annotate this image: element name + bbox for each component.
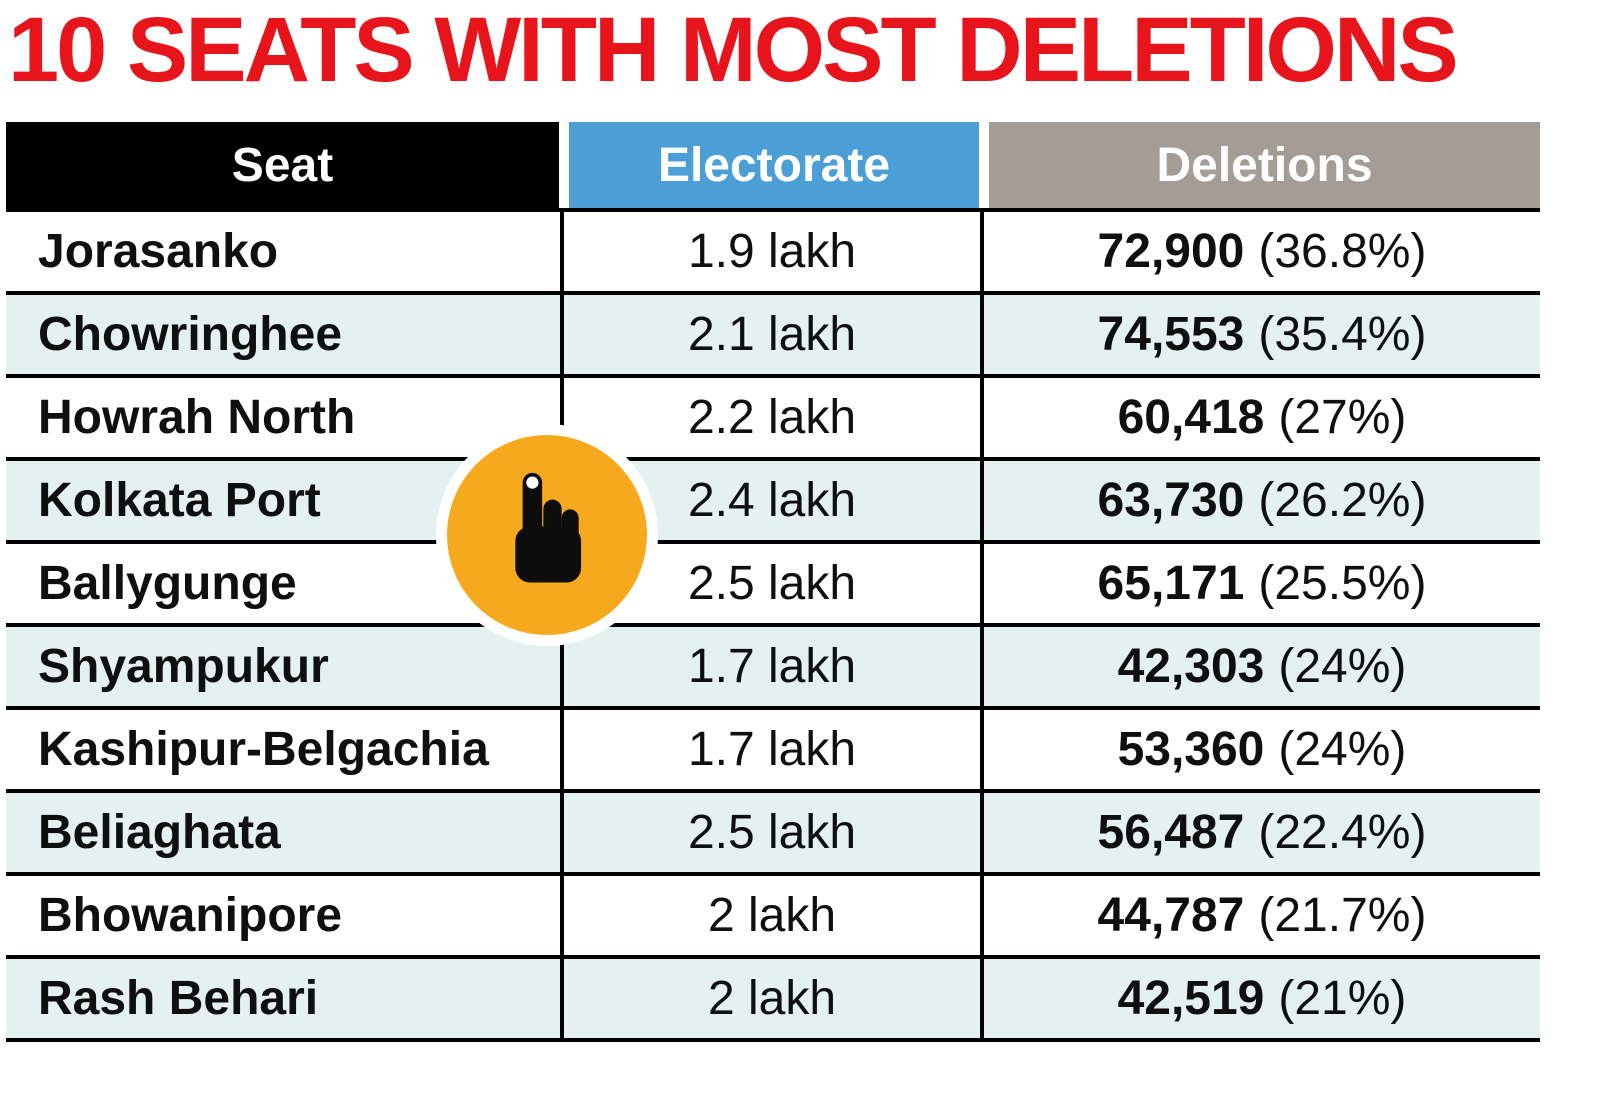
electorate-cell: 2.5 lakh xyxy=(564,793,984,872)
column-header-seat-cell: Seat xyxy=(6,122,564,208)
seat-cell: Chowringhee xyxy=(6,295,564,374)
pointing-hand-icon xyxy=(515,472,582,583)
deletions-pct: (35.4%) xyxy=(1258,308,1427,361)
electorate-cell: 2.4 lakh xyxy=(564,461,984,540)
deletions-pct: (24%) xyxy=(1278,640,1407,693)
deletions-value: 72,900 xyxy=(1097,225,1245,278)
table-row: Shyampukur 1.7 lakh 42,303 (24%) xyxy=(6,623,1540,706)
deletions-value: 44,787 xyxy=(1097,889,1245,942)
deletions-value: 60,418 xyxy=(1117,391,1265,444)
seat-cell: Shyampukur xyxy=(6,627,564,706)
electorate-cell: 2 lakh xyxy=(564,959,984,1038)
deletions-value: 56,487 xyxy=(1097,806,1245,859)
electorate-cell: 2.1 lakh xyxy=(564,295,984,374)
column-header-seat: Seat xyxy=(6,122,559,208)
column-header-electorate: Electorate xyxy=(569,122,979,208)
deletions-pct: (26.2%) xyxy=(1258,474,1427,527)
table-row: Rash Behari 2 lakh 42,519 (21%) xyxy=(6,955,1540,1038)
electorate-cell: 2.5 lakh xyxy=(564,544,984,623)
deletions-pct: (21.7%) xyxy=(1258,889,1427,942)
deletions-value: 42,519 xyxy=(1117,972,1265,1025)
seat-cell: Howrah North xyxy=(6,378,564,457)
deletions-cell: 65,171 (25.5%) xyxy=(984,544,1540,623)
deletions-value: 65,171 xyxy=(1097,557,1245,610)
deletions-cell: 60,418 (27%) xyxy=(984,378,1540,457)
table-row: Chowringhee 2.1 lakh 74,553 (35.4%) xyxy=(6,291,1540,374)
seat-cell: Kashipur-Belgachia xyxy=(6,710,564,789)
table-body: Jorasanko 1.9 lakh 72,900 (36.8%) Chowringhe… xyxy=(6,208,1540,1038)
deletions-pct: (36.8%) xyxy=(1258,225,1427,278)
deletions-cell: 42,519 (21%) xyxy=(984,959,1540,1038)
table-header: Seat Electorate Deletions xyxy=(6,122,1540,208)
seat-cell: Jorasanko xyxy=(6,212,564,291)
deletions-cell: 53,360 (24%) xyxy=(984,710,1540,789)
seat-cell: Bhowanipore xyxy=(6,876,564,955)
table-row: Jorasanko 1.9 lakh 72,900 (36.8%) xyxy=(6,208,1540,291)
deletions-cell: 44,787 (21.7%) xyxy=(984,876,1540,955)
deletions-pct: (27%) xyxy=(1278,391,1407,444)
deletions-value: 42,303 xyxy=(1117,640,1265,693)
voting-hand-badge xyxy=(436,424,658,646)
table-row: Beliaghata 2.5 lakh 56,487 (22.4%) xyxy=(6,789,1540,872)
deletions-pct: (22.4%) xyxy=(1258,806,1427,859)
deletions-cell: 42,303 (24%) xyxy=(984,627,1540,706)
table-row: Bhowanipore 2 lakh 44,787 (21.7%) xyxy=(6,872,1540,955)
table-row: Howrah North 2.2 lakh 60,418 (27%) xyxy=(6,374,1540,457)
column-header-deletions: Deletions xyxy=(989,122,1540,208)
deletions-cell: 72,900 (36.8%) xyxy=(984,212,1540,291)
electorate-cell: 1.7 lakh xyxy=(564,627,984,706)
deletions-cell: 56,487 (22.4%) xyxy=(984,793,1540,872)
electorate-cell: 1.9 lakh xyxy=(564,212,984,291)
deletions-value: 63,730 xyxy=(1097,474,1245,527)
deletions-cell: 63,730 (26.2%) xyxy=(984,461,1540,540)
table-row: Kolkata Port 2.4 lakh 63,730 (26.2%) xyxy=(6,457,1540,540)
electorate-cell: 2 lakh xyxy=(564,876,984,955)
table-row: Kashipur-Belgachia 1.7 lakh 53,360 (24%) xyxy=(6,706,1540,789)
deletions-value: 74,553 xyxy=(1097,308,1245,361)
seat-cell: Beliaghata xyxy=(6,793,564,872)
seat-cell: Kolkata Port xyxy=(6,461,564,540)
page-title: 10 SEATS WITH MOST DELETIONS xyxy=(8,0,1459,101)
deletions-pct: (21%) xyxy=(1278,972,1407,1025)
table-row: Ballygunge 2.5 lakh 65,171 (25.5%) xyxy=(6,540,1540,623)
column-header-electorate-cell: Electorate xyxy=(564,122,984,208)
electorate-cell: 1.7 lakh xyxy=(564,710,984,789)
deletions-pct: (25.5%) xyxy=(1258,557,1427,610)
deletions-pct: (24%) xyxy=(1278,723,1407,776)
column-header-deletions-cell: Deletions xyxy=(984,122,1540,208)
deletions-cell: 74,553 (35.4%) xyxy=(984,295,1540,374)
deletions-value: 53,360 xyxy=(1117,723,1265,776)
electorate-cell: 2.2 lakh xyxy=(564,378,984,457)
seat-cell: Rash Behari xyxy=(6,959,564,1038)
deletions-table: Seat Electorate Deletions Jorasanko 1.9 l… xyxy=(6,122,1540,1042)
